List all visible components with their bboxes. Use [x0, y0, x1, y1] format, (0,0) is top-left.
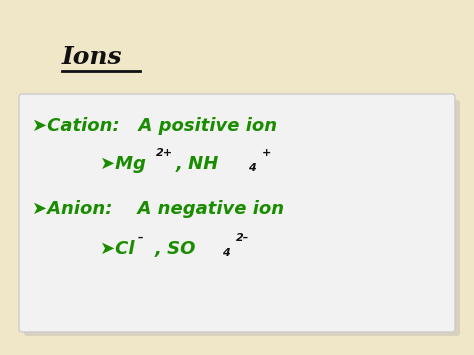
Text: –: –: [138, 233, 144, 243]
Text: ➤Cation:   A positive ion: ➤Cation: A positive ion: [32, 117, 277, 135]
Text: Ions: Ions: [62, 45, 123, 69]
Text: 2–: 2–: [236, 233, 249, 243]
Text: +: +: [262, 148, 272, 158]
Text: , NH: , NH: [176, 155, 219, 173]
Text: ➤Cl: ➤Cl: [100, 240, 135, 258]
Text: 4: 4: [222, 248, 230, 258]
FancyBboxPatch shape: [24, 100, 460, 336]
Text: 4: 4: [248, 163, 256, 173]
FancyBboxPatch shape: [19, 94, 455, 332]
Text: , SO: , SO: [155, 240, 196, 258]
Text: ➤Anion:    A negative ion: ➤Anion: A negative ion: [32, 200, 284, 218]
Text: 2+: 2+: [156, 148, 173, 158]
Text: ➤Mg: ➤Mg: [100, 155, 146, 173]
